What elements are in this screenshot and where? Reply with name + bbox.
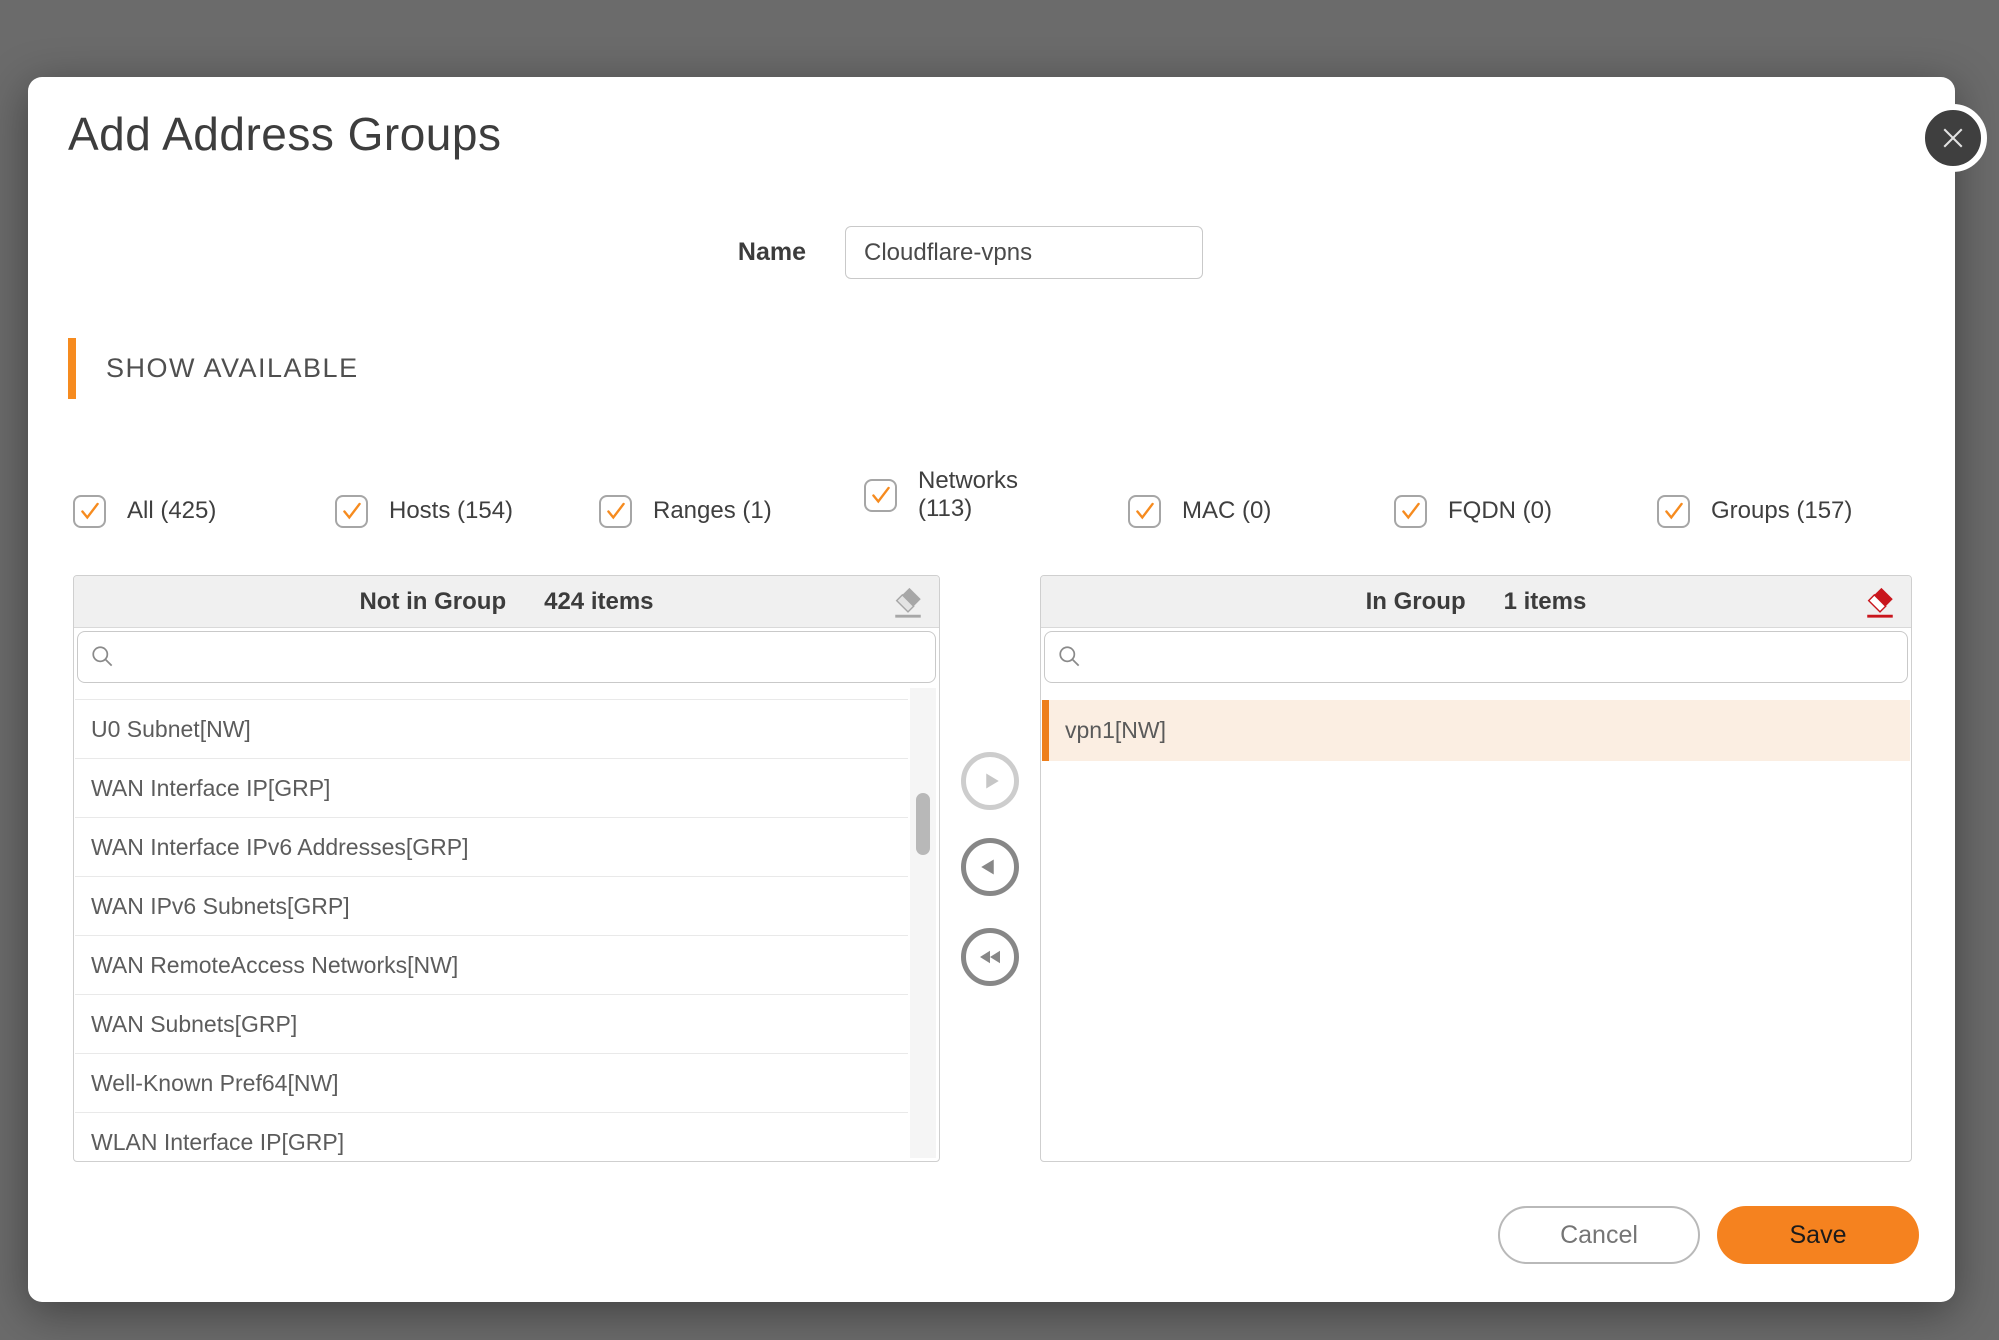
list-item[interactable]: WAN Subnets[GRP]: [75, 995, 908, 1054]
panel-title: In Group: [1365, 587, 1466, 615]
checkbox-groups[interactable]: [1657, 494, 1690, 528]
panel-title: Not in Group: [359, 587, 507, 615]
list-item[interactable]: WLAN Interface IP[GRP]: [75, 1113, 908, 1160]
filter-label: All (425): [127, 497, 217, 524]
eraser-icon: [895, 587, 921, 618]
move-all-left-button[interactable]: [961, 928, 1019, 986]
checkbox-mac[interactable]: [1128, 494, 1161, 528]
not-in-group-header: Not in Group 424 items: [74, 576, 939, 628]
list-item[interactable]: WAN Interface IP[GRP]: [75, 759, 908, 818]
filter-ranges[interactable]: Ranges (1): [599, 494, 772, 528]
move-right-button[interactable]: [961, 752, 1019, 810]
section-accent-bar: [68, 338, 76, 399]
dialog-title: Add Address Groups: [68, 108, 502, 160]
scrollbar-track[interactable]: [910, 688, 936, 1158]
cancel-button[interactable]: Cancel: [1498, 1206, 1700, 1264]
list-item[interactable]: WAN Interface IPv6 Addresses[GRP]: [75, 818, 908, 877]
filter-label: Groups (157): [1711, 497, 1853, 524]
save-button[interactable]: Save: [1717, 1206, 1919, 1264]
filter-networks[interactable]: Networks (113): [864, 467, 1036, 523]
not-in-group-search-input[interactable]: [77, 631, 936, 683]
list-item[interactable]: WAN IPv6 Subnets[GRP]: [75, 877, 908, 936]
arrow-right-icon: [986, 773, 999, 789]
check-icon: [1664, 502, 1683, 520]
not-in-group-panel: Not in Group 424 items U0 Subnet[: [73, 575, 940, 1162]
name-input[interactable]: [845, 226, 1203, 279]
filter-label: FQDN (0): [1448, 497, 1552, 524]
check-icon: [606, 502, 625, 520]
check-icon: [342, 502, 361, 520]
close-icon: [1943, 128, 1963, 148]
in-group-item-selected[interactable]: vpn1[NW]: [1042, 700, 1910, 761]
clear-not-in-group-button[interactable]: [889, 583, 927, 621]
arrow-left-icon: [981, 859, 994, 875]
checkbox-all[interactable]: [73, 494, 106, 528]
name-label: Name: [737, 238, 806, 266]
panel-count: 1 items: [1503, 587, 1587, 615]
check-icon: [1401, 502, 1420, 520]
checkbox-networks[interactable]: [864, 478, 897, 512]
list-item[interactable]: U0 Subnet[NW]: [75, 700, 908, 759]
checkbox-fqdn[interactable]: [1394, 494, 1427, 528]
filter-label: Ranges (1): [653, 497, 772, 524]
filter-label: Networks (113): [918, 467, 1019, 522]
filter-label: MAC (0): [1182, 497, 1272, 524]
double-arrow-left-icon: [980, 950, 1000, 964]
checkbox-hosts[interactable]: [335, 494, 368, 528]
list-item[interactable]: [75, 688, 908, 700]
add-address-groups-dialog: Add Address Groups Name SHOW AVAILABLE A…: [28, 77, 1987, 1302]
section-title: SHOW AVAILABLE: [106, 353, 359, 383]
check-icon: [1135, 502, 1154, 520]
check-icon: [80, 502, 99, 520]
in-group-panel: In Group 1 items vpn1[NW]: [1040, 575, 1912, 1162]
filter-mac[interactable]: MAC (0): [1128, 494, 1271, 528]
in-group-header: In Group 1 items: [1041, 576, 1911, 628]
eraser-icon-red: [1867, 587, 1893, 618]
checkbox-ranges[interactable]: [599, 494, 632, 528]
filter-fqdn[interactable]: FQDN (0): [1394, 494, 1552, 528]
filter-all[interactable]: All (425): [73, 494, 216, 528]
filter-groups[interactable]: Groups (157): [1657, 494, 1852, 528]
list-item[interactable]: WAN RemoteAccess Networks[NW]: [75, 936, 908, 995]
close-button[interactable]: [1919, 104, 1987, 172]
move-left-button[interactable]: [961, 838, 1019, 896]
in-group-search-input[interactable]: [1044, 631, 1908, 683]
scrollbar-thumb[interactable]: [916, 793, 930, 855]
list-item[interactable]: Well-Known Pref64[NW]: [75, 1054, 908, 1113]
filter-hosts[interactable]: Hosts (154): [335, 494, 513, 528]
clear-in-group-button[interactable]: [1861, 583, 1899, 621]
check-icon: [871, 486, 890, 504]
not-in-group-list: U0 Subnet[NW] WAN Interface IP[GRP] WAN …: [75, 688, 908, 1160]
filter-label: Hosts (154): [389, 497, 514, 524]
panel-count: 424 items: [544, 587, 654, 615]
